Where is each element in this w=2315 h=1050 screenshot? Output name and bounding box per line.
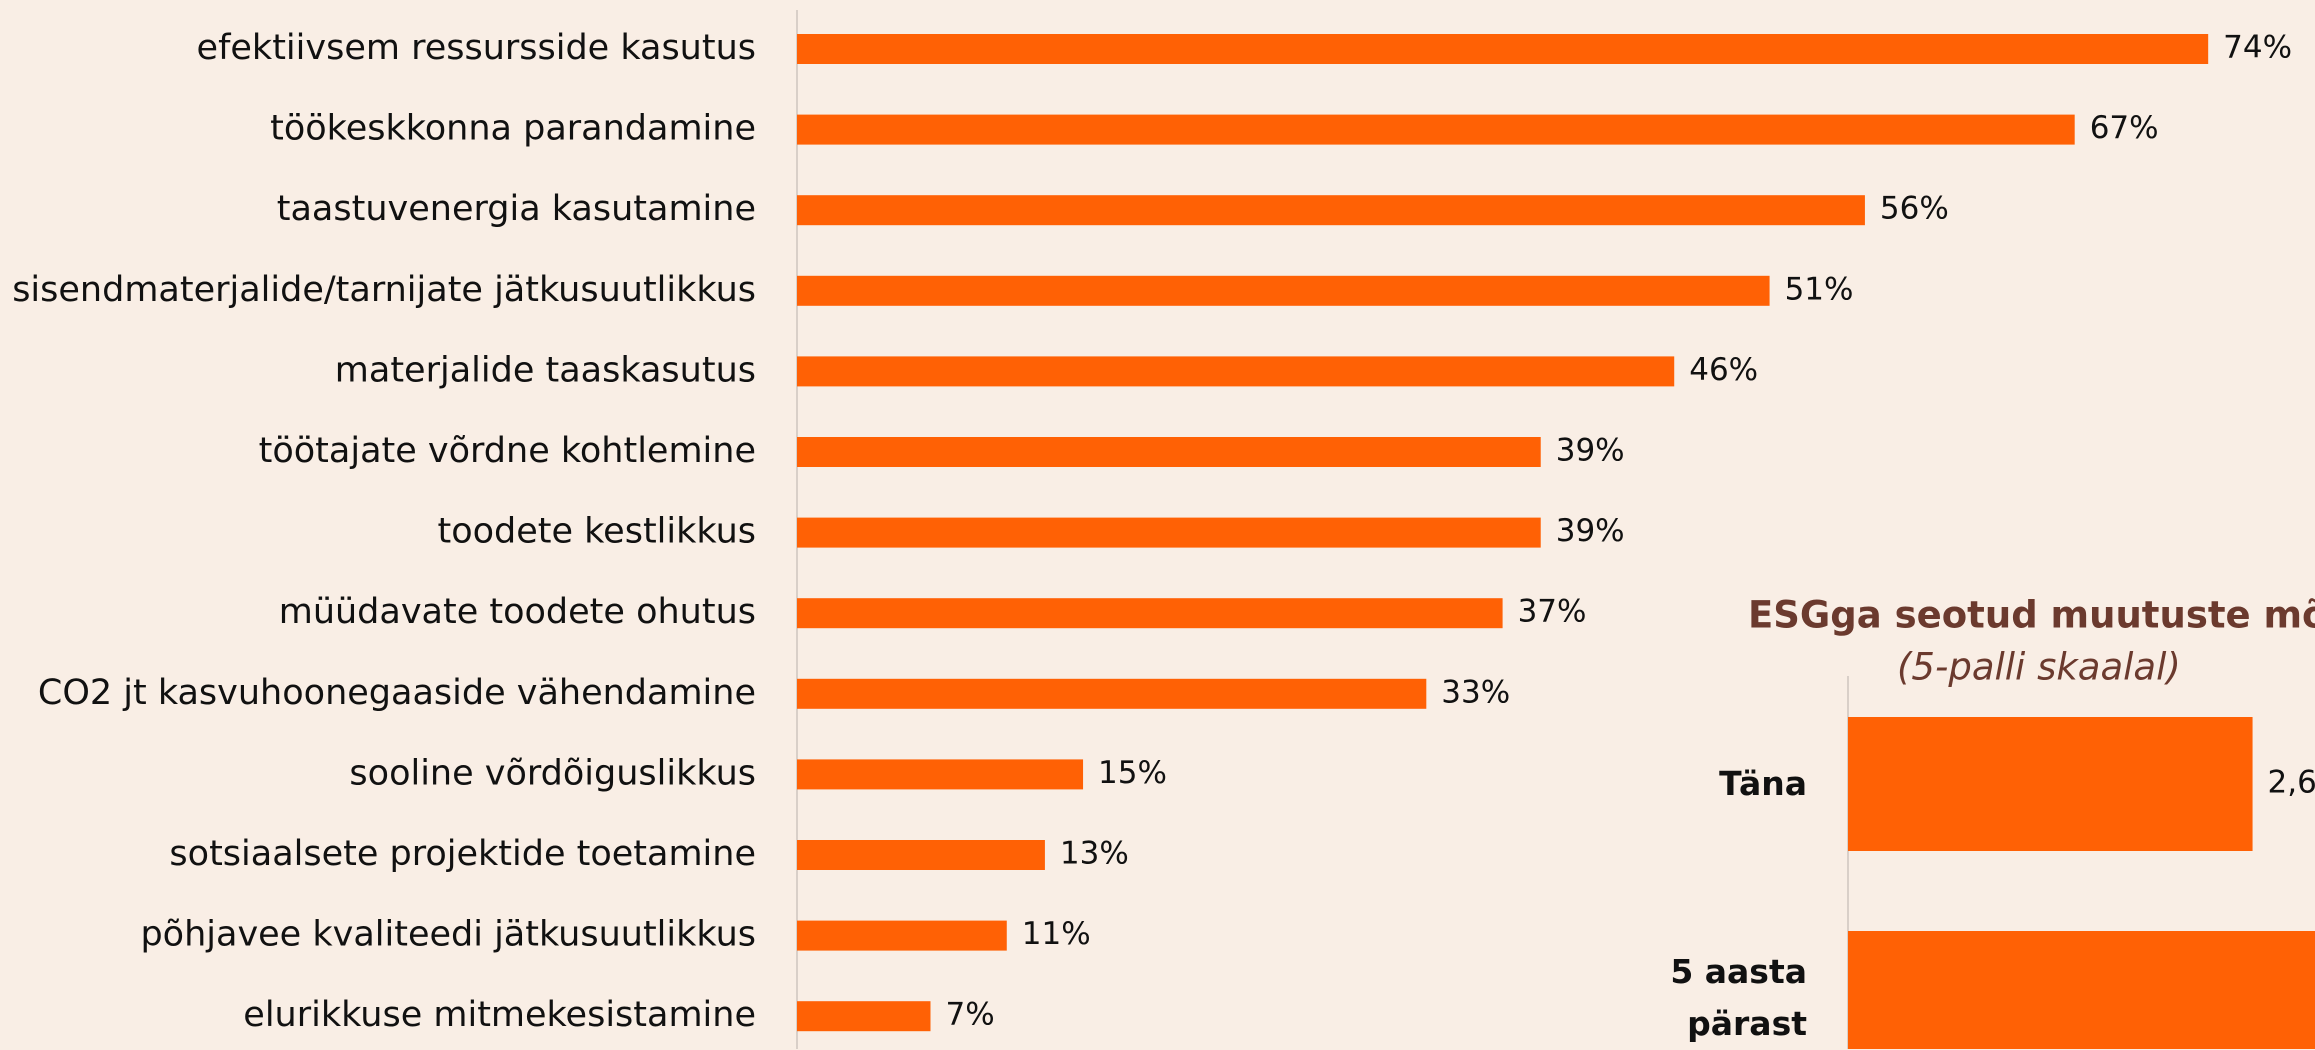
bar (797, 356, 1675, 387)
value-label: 13% (1060, 836, 1129, 872)
category-label: töötajate võrdne kohtlemine (259, 431, 756, 471)
category-label: efektiivsem ressursside kasutus (197, 28, 756, 68)
category-label: CO2 jt kasvuhoonegaaside vähendamine (38, 673, 756, 713)
bar (1848, 717, 2253, 851)
bar (797, 114, 2075, 145)
bar (797, 1001, 931, 1032)
bar (797, 275, 1770, 306)
bar (1848, 931, 2315, 1049)
bar (797, 920, 1007, 951)
bar (797, 840, 1045, 870)
value-label: 39% (1556, 513, 1625, 549)
value-label: 7% (945, 997, 994, 1033)
bar (797, 517, 1541, 548)
chart-title: ESGga seotud muutuste mõju (1748, 594, 2315, 637)
value-label: 11% (1022, 916, 1091, 952)
value-label: 67% (2090, 110, 2159, 146)
category-label: elurikkuse mitmekesistamine (243, 995, 756, 1035)
bar (797, 759, 1084, 790)
category-label: põhjavee kvaliteedi jätkusuutlikkus (140, 915, 756, 955)
value-label: 51% (1785, 271, 1854, 307)
category-label: sisendmaterjalide/tarnijate jätkusuutlik… (12, 270, 756, 310)
value-label: 15% (1098, 755, 1167, 791)
bar (797, 598, 1503, 629)
category-label: sotsiaalsete projektide toetamine (169, 834, 756, 874)
chart-subtitle: (5-palli skaalal) (1897, 646, 2181, 689)
bar (797, 678, 1427, 709)
value-label: 2,6 (2268, 765, 2315, 801)
value-label: 74% (2223, 30, 2292, 66)
value-label: 39% (1556, 433, 1625, 469)
value-label: 33% (1441, 674, 1510, 710)
value-label: 46% (1689, 352, 1758, 388)
category-label: sooline võrdõiguslikkus (349, 753, 756, 793)
category-label: Täna (1719, 764, 1807, 803)
category-label: materjalide taaskasutus (335, 350, 756, 390)
category-label: toodete kestlikkus (437, 512, 756, 552)
category-label: 5 aasta pärast (1670, 952, 1807, 1043)
bar (797, 34, 2209, 64)
value-label: 37% (1518, 594, 1587, 630)
category-label: taastuvenergia kasutamine (277, 189, 756, 229)
category-label: töökeskkonna parandamine (270, 109, 756, 149)
bar (797, 437, 1541, 467)
category-label: müüdavate toodete ohutus (279, 592, 756, 632)
value-label: 56% (1880, 191, 1949, 227)
bar (797, 195, 1865, 226)
